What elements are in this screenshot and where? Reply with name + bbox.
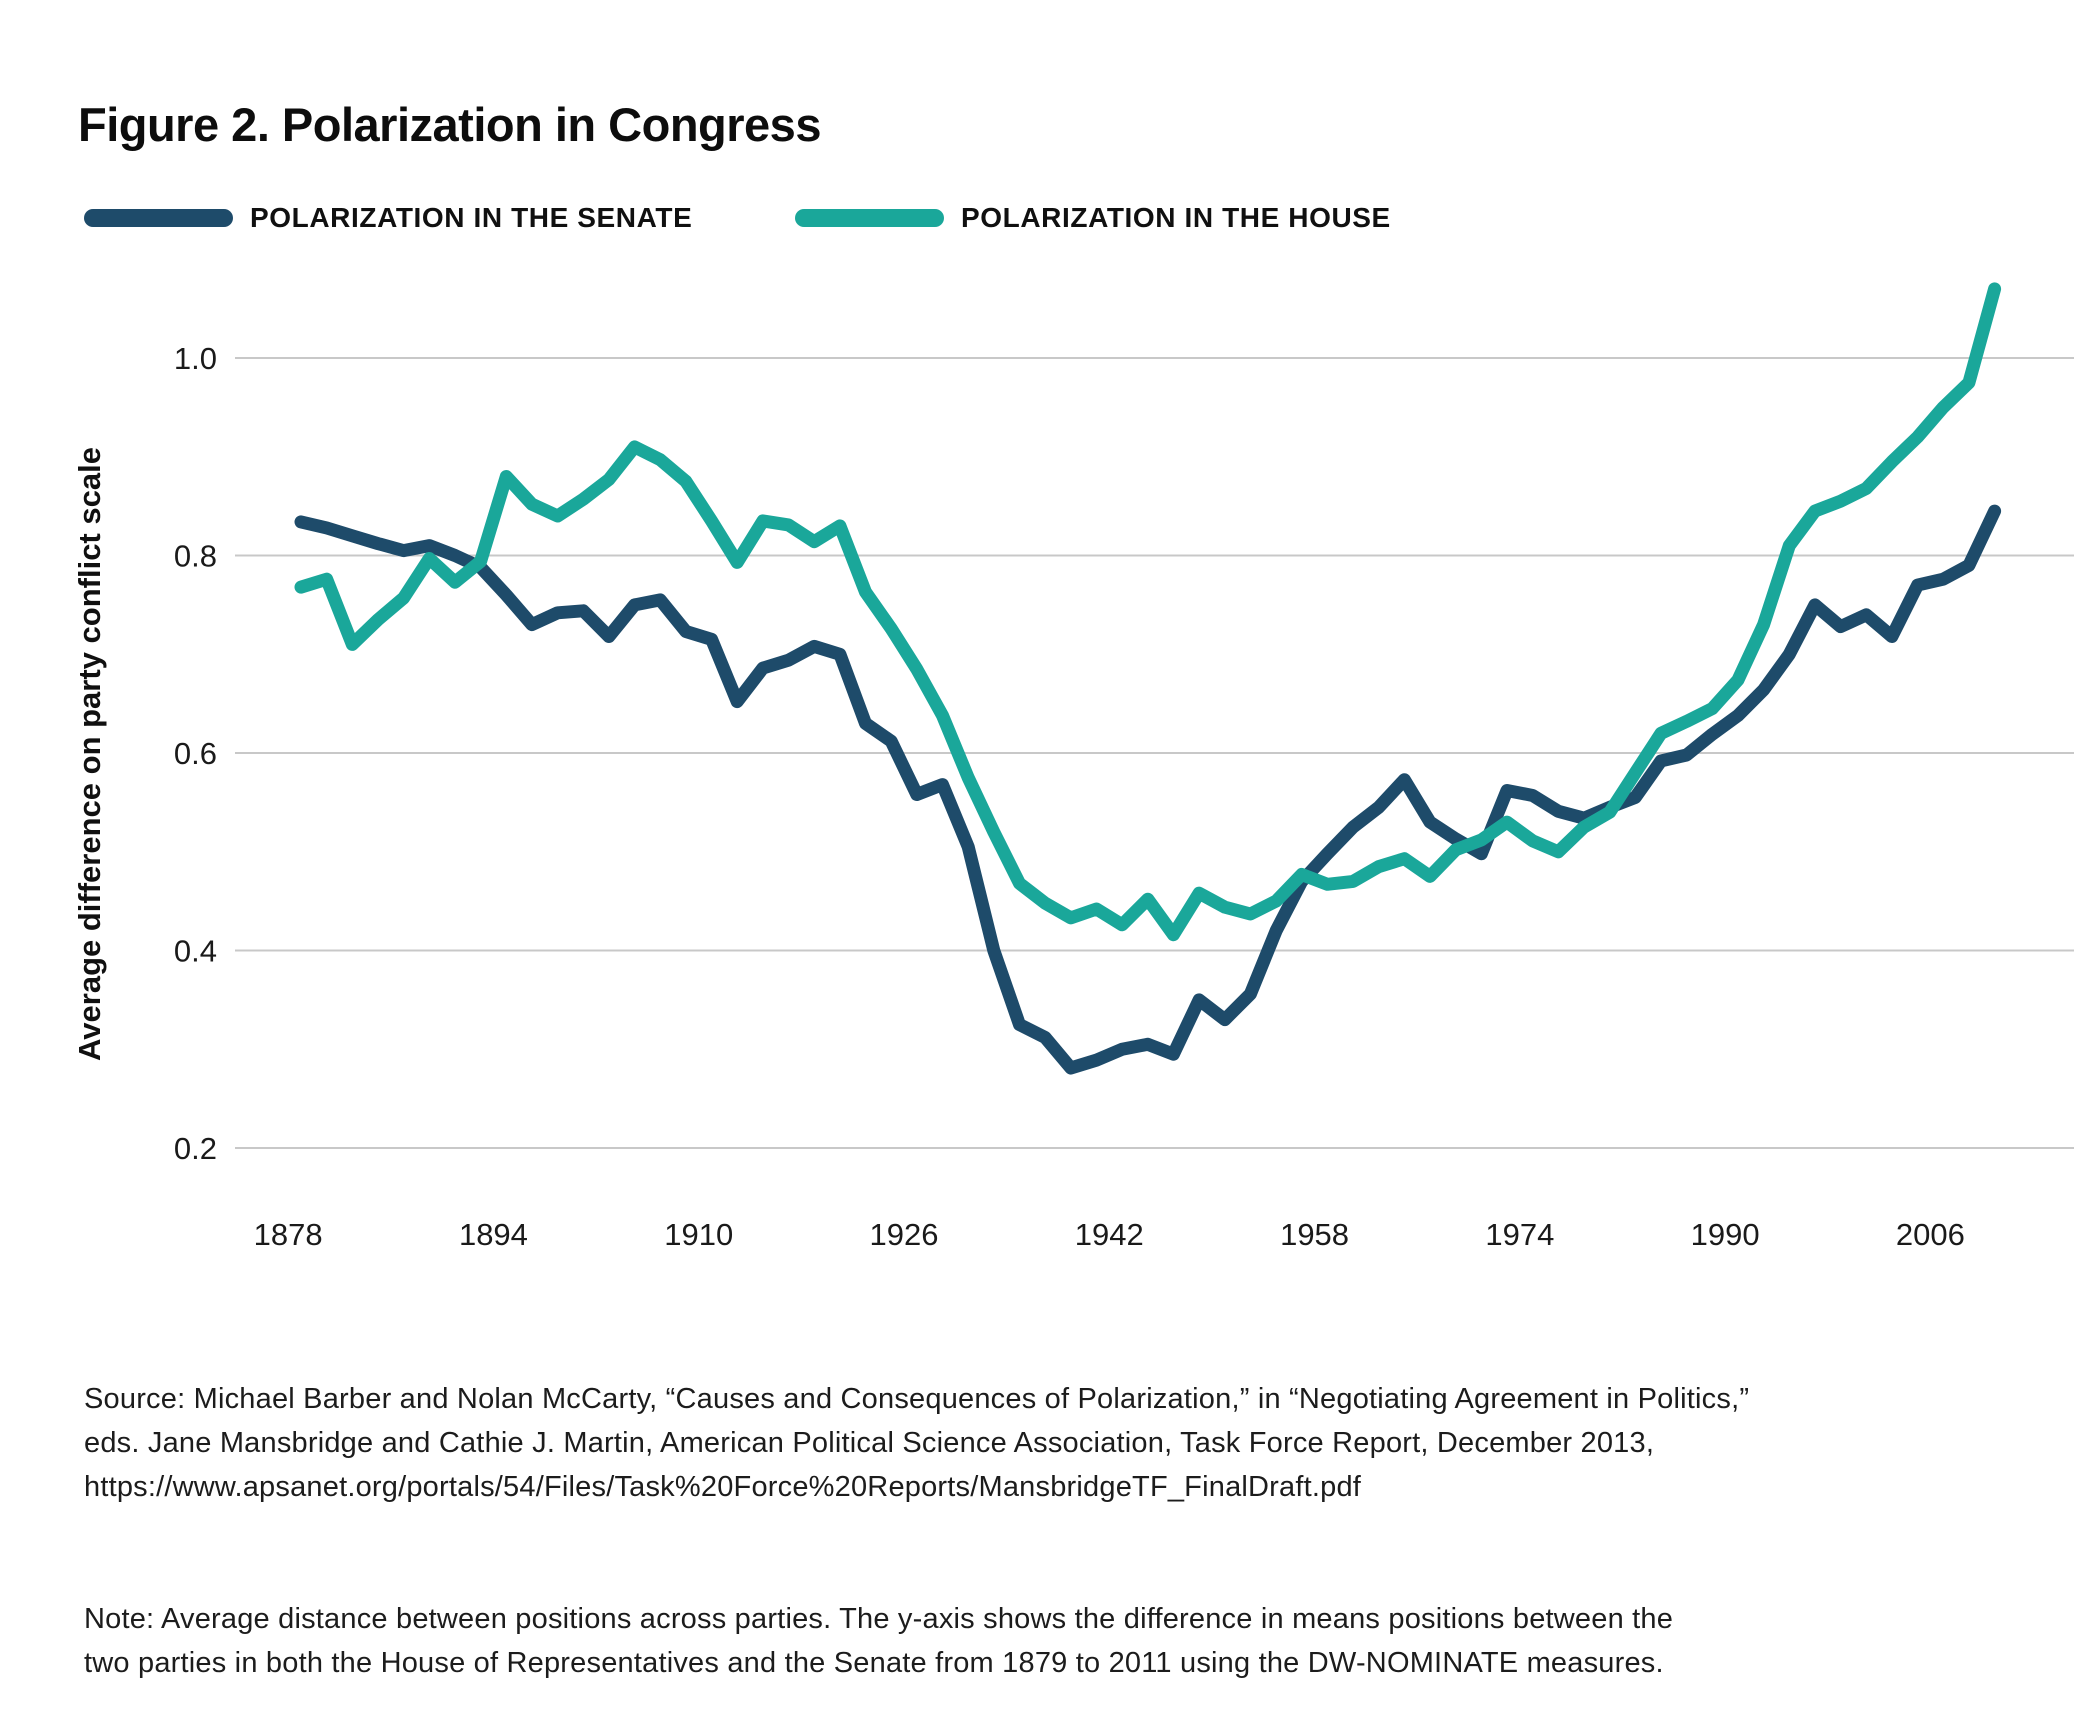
source-line-1: Source: Michael Barber and Nolan McCarty… [84,1383,1750,1415]
x-axis-tick-label: 1974 [1485,1217,1554,1252]
page-title: Figure 2. Polarization in Congress [78,98,821,152]
note-line-1: Note: Average distance between positions… [84,1603,1674,1635]
legend-item-house: POLARIZATION IN THE HOUSE [795,196,1391,240]
y-axis-tick-label: 0.6 [174,736,217,771]
house-line [294,282,2002,942]
x-axis-tick-label: 1958 [1280,1217,1349,1252]
y-axis-tick-label: 0.2 [174,1131,217,1166]
y-axis-tick-label: 1.0 [174,341,217,376]
polarization-chart: 1.0 0.8 0.6 0.4 0.2 1878 1894 1910 1926 1942 1958 1… [72,282,2074,1252]
legend-item-senate: POLARIZATION IN THE SENATE [84,196,692,240]
x-axis-tick-label: 1910 [664,1217,733,1252]
chart-legend: POLARIZATION IN THE SENATE POLARIZATION … [84,196,1684,240]
x-axis-tick-label: 1942 [1075,1217,1144,1252]
note-line-2: two parties in both the House of Represe… [84,1647,1664,1679]
senate-line-swatch [84,209,233,227]
legend-label-house: POLARIZATION IN THE HOUSE [961,202,1391,233]
senate-line [294,504,2002,1075]
chart-note: Note: Average distance between positions… [84,1597,2024,1685]
y-axis-title: Average difference on party conflict sca… [72,447,107,1061]
source-line-2: eds. Jane Mansbridge and Cathie J. Marti… [84,1427,1655,1459]
x-axis-tick-label: 1878 [254,1217,323,1252]
source-line-3: https://www.apsanet.org/portals/54/Files… [84,1471,1362,1503]
y-axis-tick-label: 0.8 [174,539,217,574]
x-axis-tick-label: 1926 [870,1217,939,1252]
x-axis-tick-label: 1990 [1691,1217,1760,1252]
chart-svg: 1.0 0.8 0.6 0.4 0.2 1878 1894 1910 1926 1942 1958 1… [72,282,2074,1252]
house-line-swatch [795,209,944,227]
source-citation: Source: Michael Barber and Nolan McCarty… [84,1377,2024,1509]
y-axis-tick-label: 0.4 [174,934,217,969]
legend-label-senate: POLARIZATION IN THE SENATE [250,202,693,233]
x-axis-tick-label: 1894 [459,1217,528,1252]
x-axis-tick-label: 2006 [1896,1217,1965,1252]
